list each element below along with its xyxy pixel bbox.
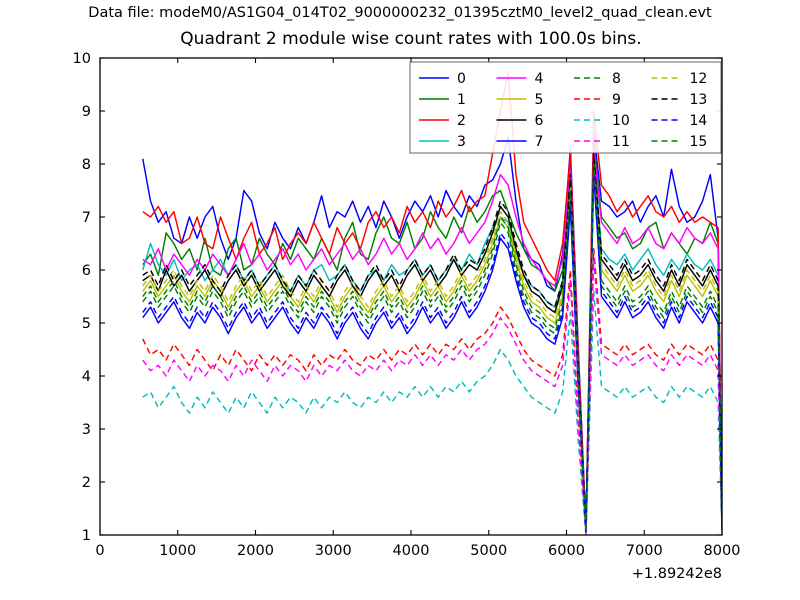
series-line-10 (142, 290, 722, 535)
y-tick-label: 2 (82, 475, 91, 491)
legend-label-6[interactable]: 6 (535, 113, 544, 129)
legend-label-0[interactable]: 0 (457, 71, 466, 87)
series-line-0 (142, 131, 722, 530)
legend-label-5[interactable]: 5 (535, 92, 544, 108)
data-file-label: Data file: modeM0/AS1G04_014T02_90000002… (88, 5, 712, 21)
series-line-14 (142, 168, 722, 533)
y-tick-label: 3 (82, 422, 91, 438)
x-tick-label: 0 (95, 543, 104, 559)
legend-label-11[interactable]: 11 (612, 134, 630, 150)
legend-label-2[interactable]: 2 (457, 113, 466, 129)
x-tick-label: 4000 (393, 543, 430, 559)
x-tick-label: 5000 (470, 543, 507, 559)
series-line-13 (142, 152, 722, 531)
legend-label-8[interactable]: 8 (612, 71, 621, 87)
legend-label-10[interactable]: 10 (612, 113, 630, 129)
series-line-9 (142, 248, 722, 535)
y-tick-label: 9 (82, 104, 91, 120)
x-tick-label: 8000 (704, 543, 741, 559)
x-tick-label: 1000 (159, 543, 196, 559)
legend-label-13[interactable]: 13 (690, 92, 708, 108)
series-line-1 (142, 142, 722, 530)
y-tick-label: 10 (73, 51, 91, 67)
series-line-8 (142, 168, 722, 533)
series-line-5 (142, 163, 722, 532)
legend-label-3[interactable]: 3 (457, 134, 466, 150)
legend-label-14[interactable]: 14 (690, 113, 708, 129)
series-line-6 (142, 157, 722, 531)
series-line-4 (142, 147, 722, 530)
y-tick-label: 1 (82, 528, 91, 544)
legend-label-12[interactable]: 12 (690, 71, 708, 87)
legend-label-9[interactable]: 9 (612, 92, 621, 108)
series-line-15 (142, 163, 722, 533)
legend-label-1[interactable]: 1 (457, 92, 466, 108)
x-tick-label: 3000 (315, 543, 352, 559)
series-layer (142, 73, 722, 535)
page-title: Quadrant 2 module wise count rates with … (180, 29, 642, 49)
y-tick-label: 5 (82, 316, 91, 332)
tick-layer: 0 1000 2000 3000 4000 5000 6000 7000 80001234567… (73, 51, 741, 582)
x-tick-label: 2000 (237, 543, 274, 559)
series-line-2 (142, 73, 722, 530)
y-tick-label: 6 (82, 263, 91, 279)
y-tick-label: 4 (82, 369, 91, 385)
y-tick-label: 8 (82, 157, 91, 173)
legend-label-4[interactable]: 4 (535, 71, 544, 87)
series-line-12 (142, 163, 722, 532)
legend-box (409, 61, 722, 154)
y-tick-label: 7 (82, 210, 91, 226)
x-axis-offset-label: +1.89242e8 (632, 566, 722, 582)
series-line-11 (142, 258, 722, 535)
legend-label-7[interactable]: 7 (535, 134, 544, 150)
x-tick-label: 6000 (548, 543, 585, 559)
legend-label-15[interactable]: 15 (690, 134, 708, 150)
series-line-7 (142, 173, 722, 534)
x-tick-label: 7000 (626, 543, 663, 559)
